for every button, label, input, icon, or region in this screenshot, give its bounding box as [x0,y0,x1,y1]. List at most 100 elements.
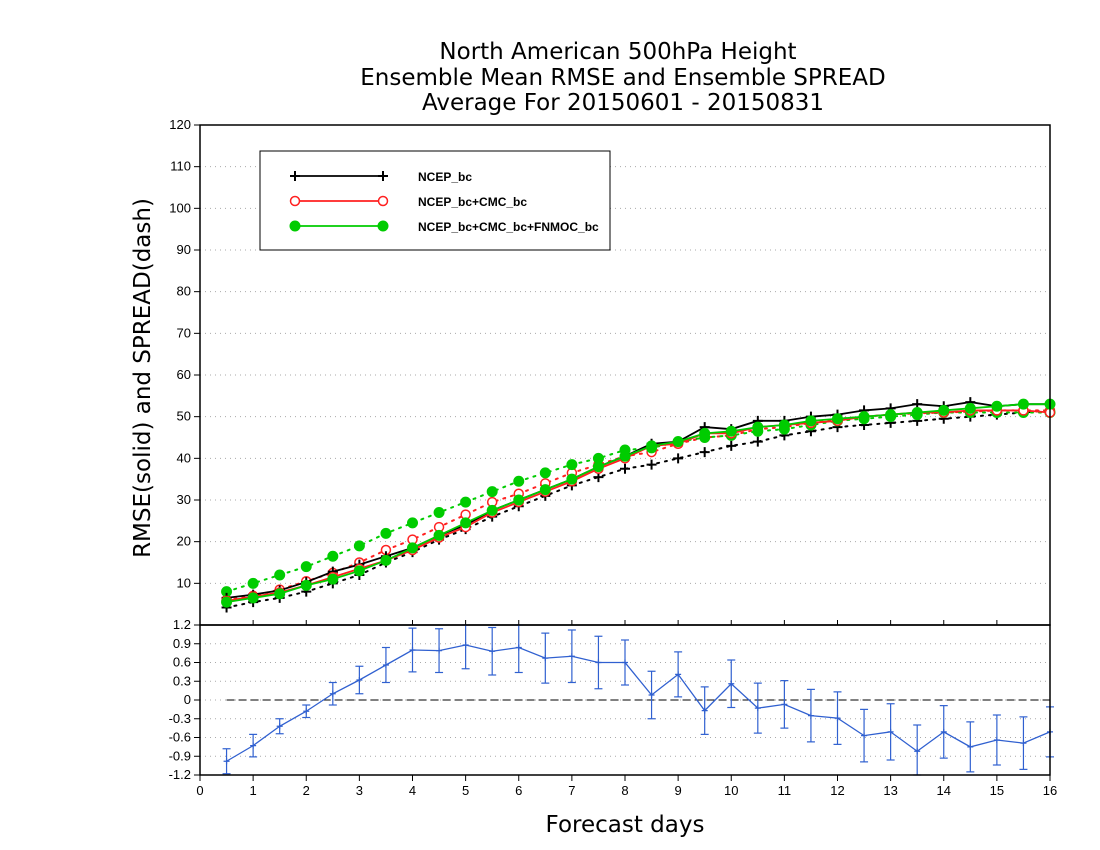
upper-panel: 10 20 30 40 50 60 70 80 90 100 110 120 [169,117,1056,626]
data-point [993,737,1000,743]
data-point [648,692,655,698]
data-point [1017,398,1029,410]
data-point [274,588,286,600]
legend-box [259,150,611,251]
x-tick-label: 13 [883,783,897,798]
y-tick-label: -0.6 [169,730,191,745]
x-tick-label: 10 [724,783,738,798]
x-tick-label: 14 [937,783,951,798]
chart-title-line-2: Ensemble Mean RMSE and Ensemble SPREAD [360,65,885,91]
data-point [752,436,763,447]
data-point [289,195,301,207]
data-point [289,220,301,232]
legend-label-1: NCEP_bc [418,170,472,184]
data-point [513,475,525,487]
data-point [539,484,551,496]
data-point [276,723,283,730]
x-tick-label: 11 [778,783,792,798]
x-axis-label: Forecast days [546,812,705,838]
data-point [861,732,868,739]
x-tick-label: 16 [1043,783,1057,798]
data-point [460,496,472,508]
data-point [433,529,445,541]
y-tick-label: 120 [169,117,191,132]
y-tick-label: 20 [177,534,191,549]
data-point [940,728,947,735]
data-point [377,220,389,232]
y-tick-label: 0.6 [173,655,191,670]
data-point [382,662,389,668]
data-point [699,447,710,458]
data-point [778,419,790,431]
data-point [568,653,575,660]
data-point [858,411,870,423]
data-point [515,644,522,651]
x-tick-label: 2 [303,783,310,798]
x-tick-label: 5 [462,783,469,798]
y-tick-label: 110 [170,159,191,174]
data-point [221,596,233,608]
data-point [433,507,445,518]
x-tick-label: 8 [621,783,628,798]
y-tick-label: 1.2 [173,617,191,632]
data-point [378,171,388,181]
y-tick-label: 70 [177,325,191,340]
data-point [967,743,974,750]
legend-label-3: NCEP_bc+CMC_bc+FNMOC_bc [418,220,599,234]
x-tick-label: 4 [409,783,416,798]
data-point [805,415,817,427]
legend: NCEP_bc NCEP_bc+CMC_bc NCEP_bc+CMC_bc+FN… [259,150,611,251]
chart-title-line-3: Average For 20150601 - 20150831 [422,90,824,116]
data-point [566,473,578,485]
data-point [673,453,684,464]
data-point [303,708,310,715]
data-point [436,647,443,654]
x-tick-label: 1 [250,783,257,798]
data-point [964,402,976,414]
data-point [274,569,286,581]
x-tick-label: 3 [356,783,363,798]
data-point [726,440,737,451]
data-point [728,680,735,687]
data-point [486,486,498,498]
y-tick-label: 90 [177,242,191,257]
data-point [938,404,950,416]
difference-line [226,644,1051,762]
y-tick-label: -0.9 [169,748,191,763]
data-point [513,494,525,506]
y-tick-label: 80 [177,284,191,299]
data-point [489,648,496,655]
data-point [887,728,894,735]
data-point [460,517,472,529]
data-point [486,504,498,516]
x-tick-label: 0 [196,783,203,798]
data-point [646,459,657,470]
data-point [991,400,1003,412]
data-point [300,561,312,573]
y-tick-label: 100 [169,200,191,215]
y-tick-label: 10 [177,575,191,590]
lower-panel: 1.20.90.60.30-0.3-0.6-0.9-1.20 1 2 3 4 5 6 7 8 9 1… [169,617,1058,798]
data-point [247,592,259,604]
chart-title-line-1: North American 500hPa Height [439,39,796,65]
data-point [914,748,921,755]
data-point [409,647,416,653]
data-point [832,413,843,425]
data-point [250,742,257,749]
x-tick-label: 15 [990,783,1004,798]
data-point [542,655,549,662]
data-point [327,573,339,585]
data-point [407,517,418,529]
y-tick-label: 60 [177,367,191,382]
legend-label-2: NCEP_bc+CMC_bc [418,195,527,209]
x-tick-label: 9 [675,783,682,798]
data-point [885,409,897,421]
data-point [566,459,578,471]
data-point [539,467,551,479]
y-tick-label: 0 [184,692,191,707]
data-point [781,701,788,708]
data-point [353,565,365,577]
data-point [377,195,389,207]
data-point [380,554,392,566]
y-tick-label: 0.3 [173,673,191,688]
